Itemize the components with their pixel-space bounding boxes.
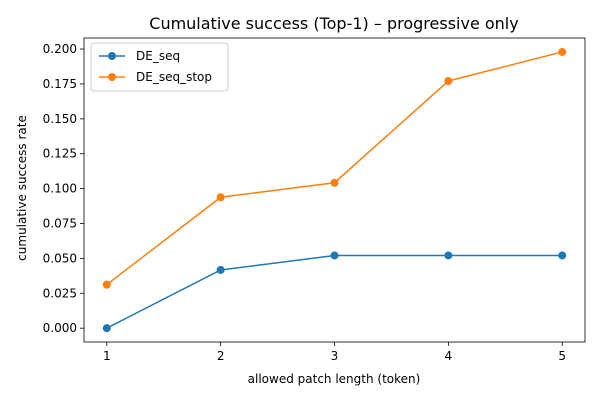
data-point-DE_seq xyxy=(216,265,225,274)
y-tick-label: 0.050 xyxy=(43,251,77,265)
y-axis-label: cumulative success rate xyxy=(15,115,29,261)
x-tick-label: 5 xyxy=(558,349,566,363)
y-tick-label: 0.025 xyxy=(43,286,77,300)
data-point-DE_seq xyxy=(102,324,111,333)
y-tick-label: 0.075 xyxy=(43,216,77,230)
x-tick-label: 2 xyxy=(217,349,225,363)
x-axis-label: allowed patch length (token) xyxy=(248,372,421,386)
plot-area: 1 2 3 4 5 0.000 0.025 0.050 0.075 0.100 0.125 0.150… xyxy=(43,37,586,363)
data-point-DE_seq_stop xyxy=(102,280,111,289)
x-tick-label: 4 xyxy=(445,349,453,363)
data-point-DE_seq_stop xyxy=(216,193,225,202)
data-point-DE_seq xyxy=(558,251,567,260)
legend-box xyxy=(90,42,229,92)
legend-swatch-marker xyxy=(108,52,116,60)
chart-title: Cumulative success (Top-1) – progressive… xyxy=(149,14,518,33)
data-point-DE_seq_stop xyxy=(330,178,339,187)
legend-swatch-marker xyxy=(108,73,116,81)
y-tick-label: 0.175 xyxy=(43,77,77,91)
data-point-DE_seq xyxy=(444,251,453,260)
y-tick-label: 0.200 xyxy=(43,42,77,56)
x-tick-label: 3 xyxy=(331,349,339,363)
data-point-DE_seq_stop xyxy=(558,47,567,56)
series-line-DE_seq xyxy=(106,254,563,329)
legend-label: DE_seq_stop xyxy=(136,70,212,84)
y-tick-label: 0.100 xyxy=(43,182,77,196)
y-tick-label: 0.125 xyxy=(43,147,77,161)
x-tick-label: 1 xyxy=(103,349,111,363)
legend-label: DE_seq xyxy=(136,49,180,63)
y-tick-label: 0.150 xyxy=(43,112,77,126)
data-point-DE_seq xyxy=(330,251,339,260)
data-point-DE_seq_stop xyxy=(444,76,453,85)
y-tick-label: 0.000 xyxy=(43,321,77,335)
